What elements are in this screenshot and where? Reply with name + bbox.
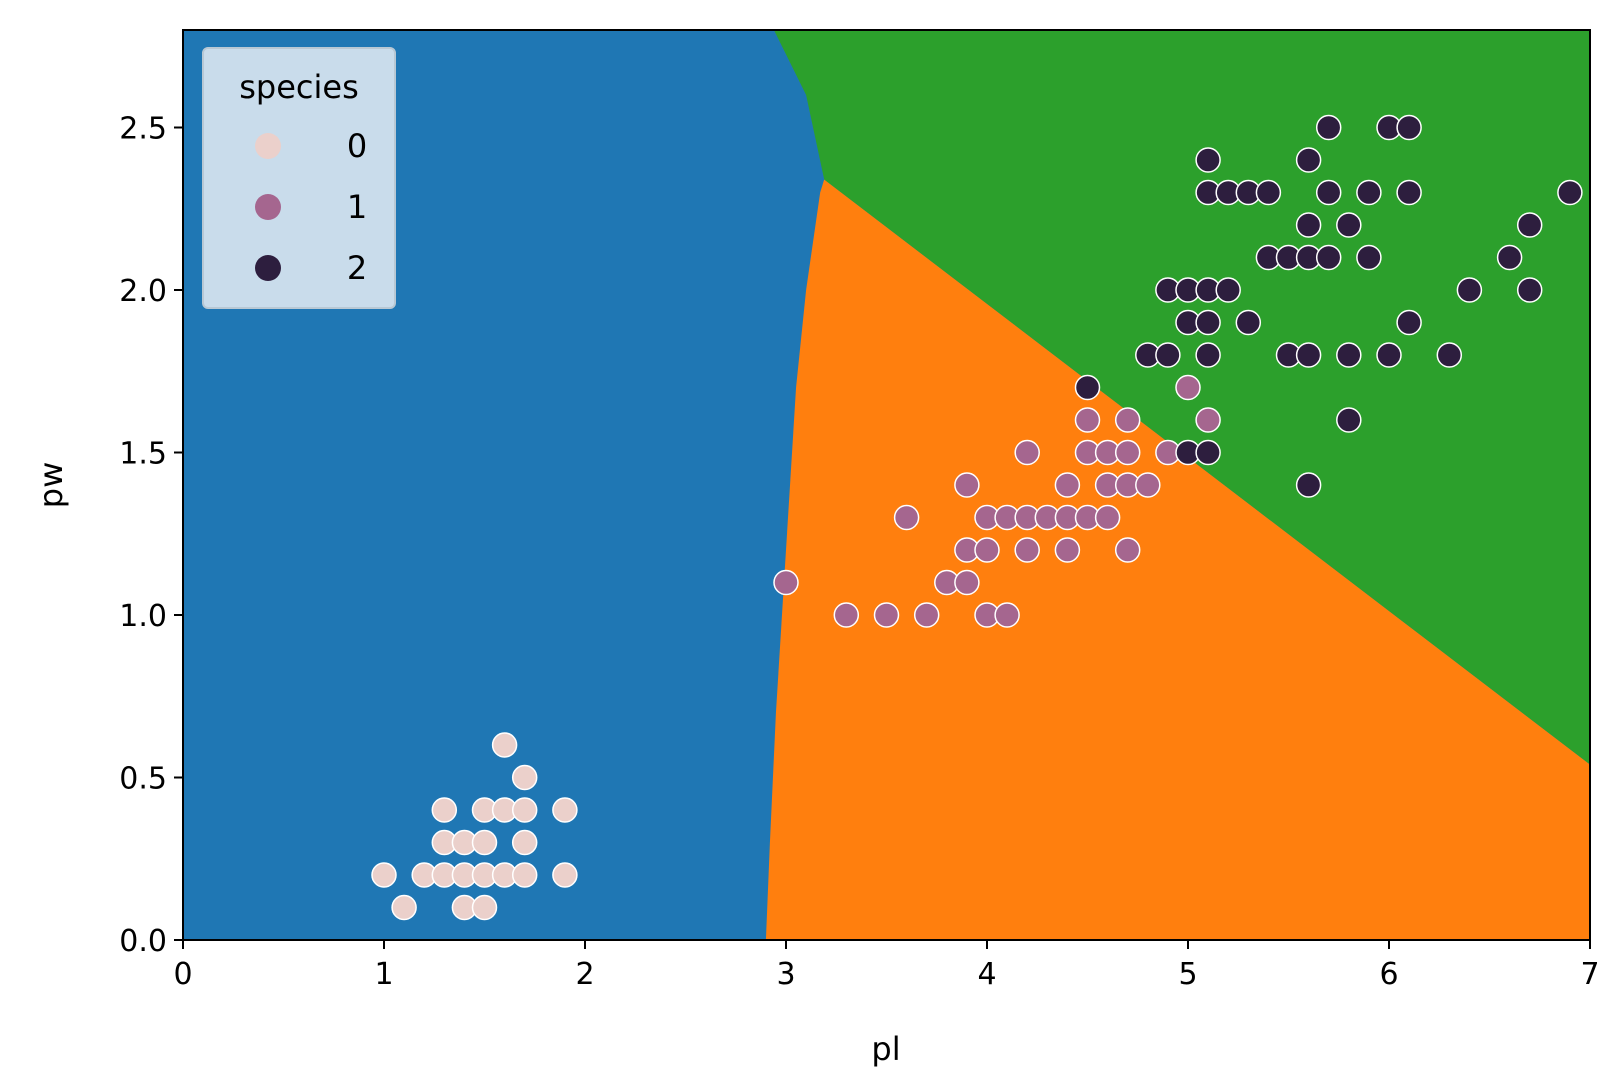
data-point-species-2 xyxy=(1295,342,1322,368)
region-1 xyxy=(765,179,1590,940)
data-point-species-2 xyxy=(1215,277,1241,303)
data-point-species-1 xyxy=(954,472,980,498)
data-point-species-1 xyxy=(1054,537,1081,563)
x-tick-label: 2 xyxy=(575,957,594,992)
y-tick-label: 0.5 xyxy=(119,762,167,797)
data-point-species-0 xyxy=(511,829,538,856)
x-tick-label: 1 xyxy=(374,957,393,992)
y-tick-label: 1.5 xyxy=(119,437,167,472)
data-point-species-0 xyxy=(552,862,578,888)
data-point-species-0 xyxy=(511,862,538,888)
data-point-species-2 xyxy=(1195,439,1221,466)
scatter-points xyxy=(371,114,1583,921)
data-point-species-0 xyxy=(511,764,538,791)
data-point-species-2 xyxy=(1376,342,1402,368)
x-tick-label: 6 xyxy=(1379,957,1398,992)
data-point-species-1 xyxy=(1114,537,1141,563)
data-point-species-2 xyxy=(1396,179,1422,206)
data-point-species-1 xyxy=(1054,472,1081,498)
x-tick-label: 3 xyxy=(776,957,795,992)
data-point-species-1 xyxy=(1014,439,1040,466)
data-point-species-2 xyxy=(1195,342,1221,368)
data-point-species-2 xyxy=(1295,472,1322,498)
legend-title: species xyxy=(239,68,359,106)
data-point-species-2 xyxy=(1336,407,1362,433)
data-point-species-2 xyxy=(1336,212,1362,238)
x-tick-label: 5 xyxy=(1178,957,1197,992)
data-point-species-1 xyxy=(1114,407,1141,433)
data-point-species-2 xyxy=(1195,147,1221,173)
data-point-species-2 xyxy=(1255,179,1282,206)
data-point-species-2 xyxy=(1356,179,1382,206)
data-point-species-2 xyxy=(1436,342,1463,368)
data-point-species-1 xyxy=(1074,407,1101,433)
data-point-species-2 xyxy=(1496,244,1523,271)
data-point-species-1 xyxy=(974,537,1000,563)
data-point-species-1 xyxy=(1175,374,1201,401)
x-tick-label: 7 xyxy=(1580,957,1599,992)
data-point-species-2 xyxy=(1155,342,1181,368)
data-point-species-0 xyxy=(511,797,538,823)
x-axis-label: pl xyxy=(871,1030,900,1068)
data-point-species-1 xyxy=(994,602,1020,628)
data-point-species-0 xyxy=(371,862,397,888)
data-point-species-1 xyxy=(913,602,940,628)
x-tick-label: 4 xyxy=(977,957,996,992)
legend-box xyxy=(202,47,396,309)
data-point-species-1 xyxy=(1195,407,1221,433)
legend-marker-species-1 xyxy=(255,194,281,220)
data-point-species-2 xyxy=(1074,374,1101,401)
legend-label-species-0: 0 xyxy=(347,127,367,165)
data-point-species-1 xyxy=(954,569,980,596)
data-point-species-2 xyxy=(1295,212,1322,238)
data-point-species-1 xyxy=(893,504,920,531)
data-point-species-1 xyxy=(833,602,860,628)
data-point-species-0 xyxy=(471,894,498,921)
y-tick-label: 2.5 xyxy=(119,112,167,147)
data-point-species-0 xyxy=(471,829,498,856)
legend-entries: 0 1 2 xyxy=(255,127,367,287)
data-point-species-2 xyxy=(1396,114,1422,141)
legend-label-species-2: 2 xyxy=(347,249,367,287)
y-tick-label: 1.0 xyxy=(119,599,167,634)
data-point-species-2 xyxy=(1356,244,1382,271)
y-tick-label: 0.0 xyxy=(119,924,167,959)
data-point-species-1 xyxy=(1094,504,1121,531)
legend-marker-species-2 xyxy=(255,255,281,281)
data-point-species-1 xyxy=(1114,439,1141,466)
legend-marker-species-0 xyxy=(255,133,281,159)
data-point-species-2 xyxy=(1456,277,1483,303)
axes-frame xyxy=(182,29,1591,941)
x-axis-ticks: 0 1 2 3 4 5 6 7 xyxy=(173,940,1600,992)
x-tick-label: 0 xyxy=(173,957,192,992)
data-point-species-2 xyxy=(1295,147,1322,173)
y-axis-ticks: 0.0 0.5 1.0 1.5 2.0 2.5 xyxy=(119,112,183,959)
data-point-species-2 xyxy=(1516,212,1543,238)
data-point-species-2 xyxy=(1235,309,1262,336)
data-point-species-2 xyxy=(1315,244,1342,271)
data-point-species-0 xyxy=(391,894,417,921)
data-point-species-2 xyxy=(1315,114,1342,141)
legend-label-species-1: 1 xyxy=(347,188,367,226)
y-axis-label: pw xyxy=(32,462,70,508)
data-point-species-1 xyxy=(1014,537,1040,563)
data-point-species-2 xyxy=(1516,277,1543,303)
data-point-species-1 xyxy=(1135,472,1161,498)
data-point-species-2 xyxy=(1336,342,1362,368)
data-point-species-2 xyxy=(1195,309,1221,336)
data-point-species-1 xyxy=(773,569,799,596)
data-point-species-0 xyxy=(552,797,578,823)
data-point-species-0 xyxy=(431,797,458,823)
y-tick-label: 2.0 xyxy=(119,274,167,309)
data-point-species-0 xyxy=(491,732,518,758)
data-point-species-1 xyxy=(873,602,900,628)
data-point-species-2 xyxy=(1557,179,1583,206)
data-point-species-2 xyxy=(1396,309,1422,336)
data-point-species-2 xyxy=(1315,179,1342,206)
legend: species 0 1 2 xyxy=(202,47,396,309)
